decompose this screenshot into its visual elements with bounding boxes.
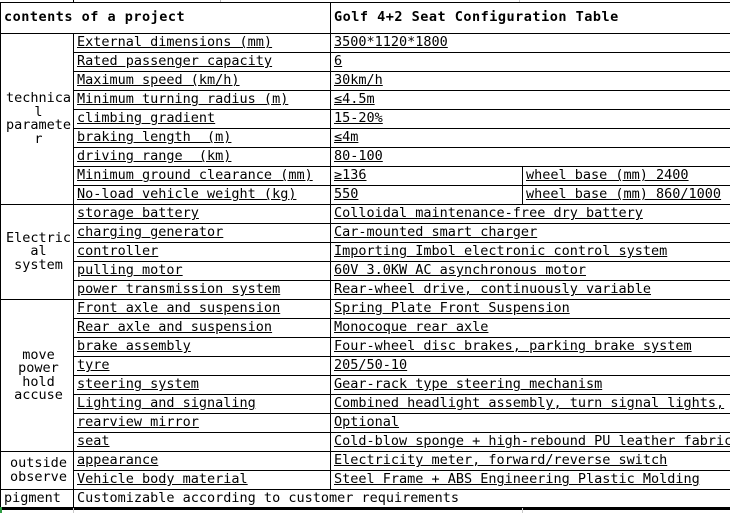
table-row: move power hold accuse Front axle and su… [0,299,730,452]
gridline-stub [519,0,520,2]
param-cell: Minimum turning radius (m) [73,90,331,110]
value-cell: Combined headlight assembly, turn signal… [330,394,730,414]
value-cell: Cold-blow sponge + high-rebound PU leath… [330,432,730,452]
param-cell: braking length (m) [73,128,331,148]
value-cell: 30km/h [330,71,730,91]
table-row: pigment Customizable according to custom… [0,489,730,510]
table-row: power transmission system Rear-wheel dri… [1,280,730,300]
table-row: pulling motor 60V 3.0KW AC asynchronous … [1,261,730,281]
value-cell: Steel Frame + ABS Engineering Plastic Mo… [330,470,730,490]
value-cell: ≤4m [330,128,730,148]
table-row: Minimum ground clearance (mm) ≥136 wheel… [1,166,730,186]
param-cell: Minimum ground clearance (mm) [73,166,331,186]
table-row: brake assembly Four-wheel disc brakes, p… [1,337,730,357]
param-cell: Rear axle and suspension [73,318,331,338]
param-cell: steering system [73,375,331,395]
table-row: Rated passenger capacity 6 [1,52,730,72]
value-cell: 6 [330,52,730,72]
value-cell: Spring Plate Front Suspension [330,299,730,319]
value-cell: 3500*1120*1800 [330,33,730,53]
value-cell: ≤4.5m [330,90,730,110]
group-cell-pigment: pigment [0,489,74,510]
param-cell: seat [73,432,331,452]
gridline-stub [73,0,74,2]
table-row: outside observe appearance Electricity m… [0,451,730,490]
table-row: braking length (m) ≤4m [1,128,730,148]
param-cell: No-load vehicle weight (kg) [73,185,331,205]
value-cell: Optional [330,413,730,433]
value-cell: Four-wheel disc brakes, parking brake sy… [330,337,730,357]
table-row: Lighting and signaling Combined headligh… [1,394,730,414]
table-row: Electric al system storage battery Collo… [0,204,730,300]
group-cell-outside-observe: outside observe [0,451,74,490]
table-title-left: contents of a project [0,2,331,34]
gridline-stub [220,0,221,2]
group-cell-technical-parameter: technica l paramete r [0,33,74,205]
group-cell-move-power-hold-accuse: move power hold accuse [0,299,74,452]
group-cell-electrical-system: Electric al system [0,204,74,300]
table-row: seat Cold-blow sponge + high-rebound PU … [1,432,730,452]
gridline-stub [73,508,74,513]
value-cell: Electricity meter, forward/reverse switc… [330,451,730,471]
param-cell: controller [73,242,331,262]
param-cell: brake assembly [73,337,331,357]
value-cell: Colloidal maintenance-free dry battery [330,204,730,224]
value-cell: 15-20% [330,109,730,129]
table-row: technica l paramete r External dimension… [0,33,730,205]
table-row: Maximum speed (km/h) 30km/h [1,71,730,91]
value-cell: 80-100 [330,147,730,167]
value-cell: ≥136 [330,166,523,186]
param-cell: charging generator [73,223,331,243]
param-cell: Rated passenger capacity [73,52,331,72]
table-row: charging generator Car-mounted smart cha… [1,223,730,243]
param-cell: tyre [73,356,331,376]
param-cell: External dimensions (mm) [73,33,331,53]
selection-corner-mark [0,507,2,513]
param-cell: Vehicle body material [73,470,331,490]
value-cell-wheelbase: wheel base (mm) 860/1000 [522,185,730,205]
value-cell: 60V 3.0KW AC asynchronous motor [330,261,730,281]
table-row: steering system Gear-rack type steering … [1,375,730,395]
param-cell: power transmission system [73,280,331,300]
param-cell: climbing gradient [73,109,331,129]
table-row: controller Importing Imbol electronic co… [1,242,730,262]
table-row: Minimum turning radius (m) ≤4.5m [1,90,730,110]
value-cell: Gear-rack type steering mechanism [330,375,730,395]
value-cell-wheelbase: wheel base (mm) 2400 [522,166,730,186]
table-row: tyre 205/50-10 [1,356,730,376]
gridline-stub [522,508,523,513]
table-row: No-load vehicle weight (kg) 550 wheel ba… [1,185,730,205]
table-row: climbing gradient 15-20% [1,109,730,129]
param-cell: pulling motor [73,261,331,281]
table-title-right: Golf 4+2 Seat Configuration Table [330,2,730,34]
param-cell: rearview mirror [73,413,331,433]
table-row: Vehicle body material Steel Frame + ABS … [1,470,730,490]
value-cell: Car-mounted smart charger [330,223,730,243]
param-cell: Front axle and suspension [73,299,331,319]
value-cell: Rear-wheel drive, continuously variable [330,280,730,300]
header-row: contents of a project Golf 4+2 Seat Conf… [0,2,730,34]
param-cell: Maximum speed (km/h) [73,71,331,91]
table-row: Rear axle and suspension Monocoque rear … [1,318,730,338]
value-cell: 550 [330,185,523,205]
param-cell: appearance [73,451,331,471]
table-row: driving range (km) 80-100 [1,147,730,167]
value-cell: Monocoque rear axle [330,318,730,338]
param-cell: driving range (km) [73,147,331,167]
value-cell: 205/50-10 [330,356,730,376]
value-cell: Importing Imbol electronic control syste… [330,242,730,262]
merged-value-cell: Customizable according to customer requi… [73,489,730,510]
param-cell: Lighting and signaling [73,394,331,414]
param-cell: storage battery [73,204,331,224]
table-row: rearview mirror Optional [1,413,730,433]
